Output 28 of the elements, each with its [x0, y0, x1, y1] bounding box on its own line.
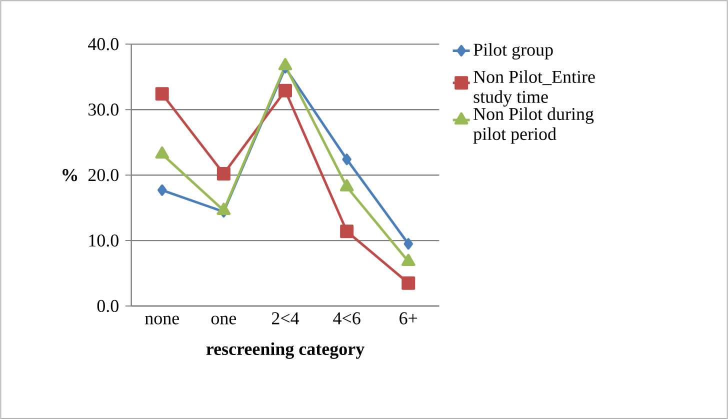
x-tick-label: 4<6 — [333, 312, 360, 324]
point — [340, 224, 354, 238]
point — [155, 146, 169, 159]
x-tick-label: 6+ — [400, 312, 418, 324]
point — [342, 154, 352, 166]
point — [216, 202, 231, 215]
y-tick-label: 10.0 — [89, 234, 118, 247]
point — [157, 184, 167, 196]
x-tick-label: 2<4 — [272, 312, 300, 324]
point — [404, 238, 414, 250]
point — [278, 84, 292, 98]
y-tick-label: 20.0 — [88, 168, 118, 182]
point — [278, 58, 292, 70]
y-tick-label: 40.0 — [88, 38, 118, 50]
point — [216, 166, 230, 180]
point — [340, 179, 354, 192]
point — [402, 254, 416, 266]
y-axis-title: % — [62, 168, 78, 182]
point — [402, 276, 416, 290]
point — [155, 87, 169, 101]
legend-label: Non Pilot during pilot period — [473, 107, 594, 144]
x-tick-label: one — [211, 316, 236, 324]
legend-label: Pilot group — [474, 43, 553, 60]
y-tick-label: 0.0 — [97, 300, 118, 312]
legend-label: Non Pilot_Entire study time — [474, 70, 595, 107]
y-tick-label: 30.0 — [88, 103, 118, 116]
x-axis-title: rescreening category — [206, 342, 364, 359]
x-tick-label: none — [145, 316, 179, 324]
